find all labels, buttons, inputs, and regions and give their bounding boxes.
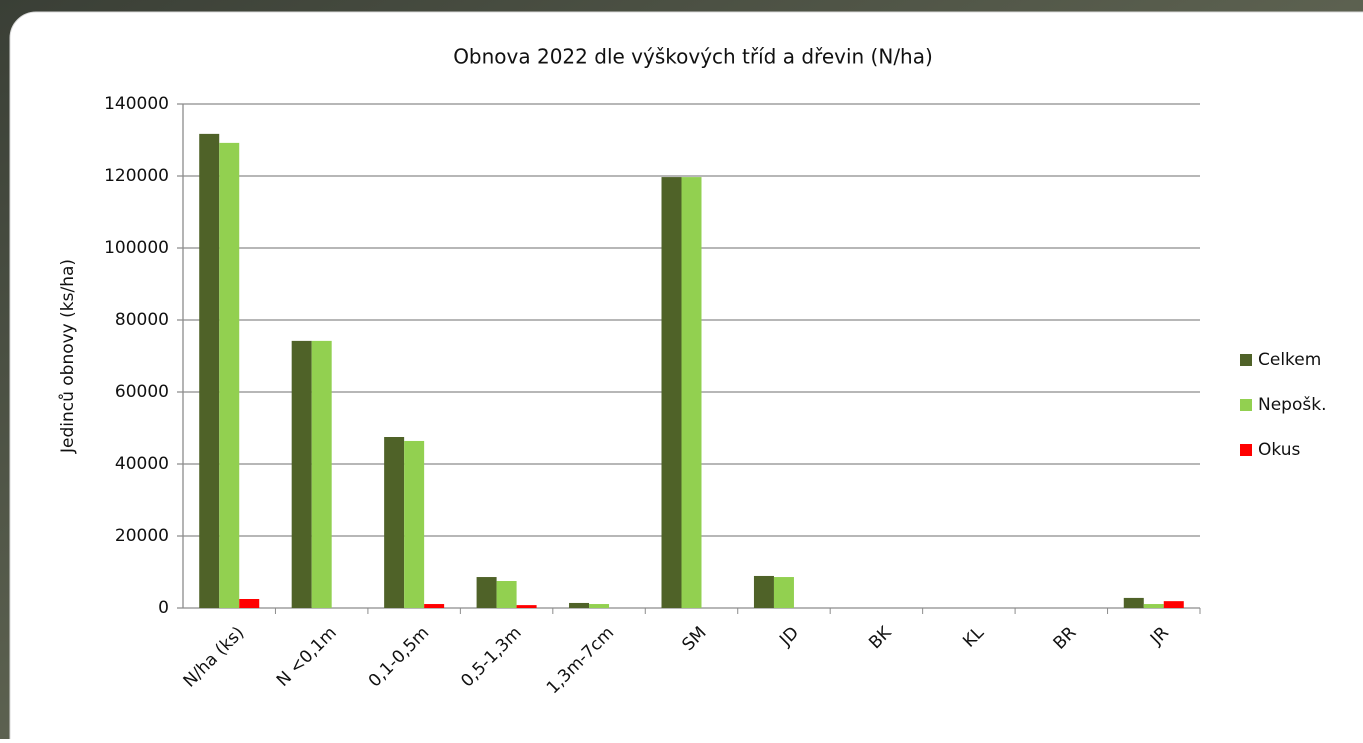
legend-label: Nepošk. (1258, 395, 1326, 415)
y-tick-label: 0 (158, 598, 169, 618)
bar (1163, 601, 1184, 608)
bar (384, 437, 405, 608)
y-tick-label: 40000 (115, 454, 169, 474)
legend-label: Okus (1258, 440, 1300, 460)
chart-title: Obnova 2022 dle výškových tříd a dřevin … (453, 45, 933, 69)
bar (773, 577, 794, 608)
legend-label: Celkem (1258, 350, 1321, 370)
legend-swatch (1240, 399, 1252, 411)
bar (219, 142, 240, 608)
bar (239, 599, 260, 608)
bar (311, 340, 332, 608)
y-tick-label: 120000 (104, 166, 169, 186)
bar (476, 577, 497, 608)
y-tick-label: 20000 (115, 526, 169, 546)
legend-swatch (1240, 444, 1252, 456)
bar (569, 602, 590, 608)
bar (199, 133, 220, 608)
bar (661, 177, 682, 608)
bar (404, 440, 425, 608)
y-tick-label: 140000 (104, 94, 169, 114)
bar (496, 581, 517, 608)
bar (1143, 604, 1164, 608)
bar (1123, 597, 1144, 608)
y-axis-title: Jedinců obnovy (ks/ha) (58, 259, 78, 454)
y-tick-label: 80000 (115, 310, 169, 330)
bar (589, 604, 610, 608)
bar (516, 605, 537, 608)
bar (681, 177, 702, 608)
y-tick-label: 100000 (104, 238, 169, 258)
bar (753, 575, 774, 608)
legend-swatch (1240, 354, 1252, 366)
bar (424, 604, 445, 608)
y-tick-label: 60000 (115, 382, 169, 402)
bar (291, 340, 312, 608)
